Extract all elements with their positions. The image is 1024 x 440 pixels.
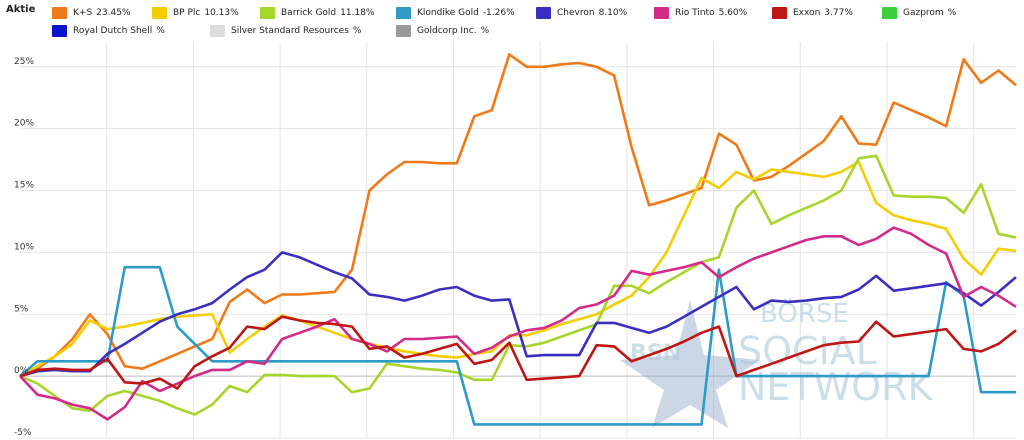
legend-swatch [210, 25, 225, 37]
legend-swatch [396, 25, 411, 37]
legend-item[interactable]: Royal Dutch Shell% [52, 24, 165, 38]
legend-item[interactable]: Gazprom% [882, 6, 956, 20]
legend-value: 10.13% [204, 8, 239, 18]
legend-swatch [52, 7, 67, 19]
y-tick-label: 5% [14, 304, 29, 314]
y-tick-label: 0% [14, 366, 29, 376]
legend-item[interactable]: Chevron 8.10% [536, 6, 627, 20]
legend-swatch [52, 25, 67, 37]
legend-item[interactable]: K+S 23.45% [52, 6, 130, 20]
legend-swatch [536, 7, 551, 19]
legend-label: Chevron [557, 8, 595, 18]
series-line-bp-plc [19, 160, 1017, 378]
legend-swatch [882, 7, 897, 19]
legend-swatch [152, 7, 167, 19]
legend-value: 3.77% [824, 8, 853, 18]
legend-label: Rio Tinto [675, 8, 715, 18]
legend-item[interactable]: Barrick Gold 11.18% [260, 6, 374, 20]
legend-value: % [156, 26, 165, 36]
legend-item[interactable]: Klondike Gold -1.26% [396, 6, 515, 20]
legend-value: 8.10% [598, 8, 628, 18]
series-line-rio-tinto [19, 226, 1017, 421]
y-axis: -5% 0% 5% 10% 15% 20% 25% [14, 57, 34, 438]
legend-swatch [396, 7, 411, 19]
legend-swatch [772, 7, 787, 19]
legend-swatch [654, 7, 669, 19]
legend-title: Aktie [6, 4, 36, 15]
legend-value: % [480, 26, 490, 36]
legend: Aktie K+S 23.45% BP Plc 10.13% Barrick Gold 1… [0, 0, 1024, 40]
legend-item[interactable]: Rio Tinto 5.60% [654, 6, 747, 20]
legend-value: 11.18% [340, 8, 375, 18]
legend-label: Barrick Gold [281, 8, 337, 18]
series-line-k-s [19, 53, 1017, 378]
legend-value: 23.45% [96, 8, 131, 18]
legend-swatch [260, 7, 275, 19]
series [19, 53, 1017, 426]
y-tick-label: 25% [14, 57, 34, 67]
series-line-chevron [19, 251, 1017, 378]
legend-value: 5.60% [718, 8, 748, 18]
watermark-line3: NETWORK [738, 365, 934, 409]
legend-label: Gazprom [903, 8, 944, 18]
y-tick-label: 15% [14, 181, 34, 191]
legend-value: % [352, 26, 362, 36]
y-tick-label: 10% [14, 242, 34, 252]
watermark: BSN BÖRSE SOCIAL NETWORK [620, 297, 934, 428]
y-tick-label: 20% [14, 119, 34, 129]
legend-label: K+S [73, 8, 93, 18]
legend-value: -1.26% [482, 8, 515, 18]
legend-label: Goldcorp Inc. [417, 26, 477, 36]
watermark-line1: BÖRSE [760, 297, 849, 329]
series-line-klondike-gold [19, 265, 1016, 426]
legend-item[interactable]: Exxon 3.77% [772, 6, 853, 20]
star-icon [620, 300, 760, 428]
legend-value: % [947, 8, 957, 18]
y-tick-label: -5% [14, 428, 32, 438]
legend-label: Royal Dutch Shell [73, 26, 153, 36]
legend-item[interactable]: Silver Standard Resources% [210, 24, 361, 38]
legend-label: Silver Standard Resources [231, 26, 349, 36]
series-line-exxon [19, 315, 1017, 390]
legend-label: Exxon [793, 8, 821, 18]
legend-label: Klondike Gold [417, 8, 479, 18]
legend-label: BP Plc [173, 8, 201, 18]
legend-item[interactable]: Goldcorp Inc.% [396, 24, 489, 38]
legend-item[interactable]: BP Plc 10.13% [152, 6, 239, 20]
series-line-barrick-gold [19, 154, 1017, 416]
